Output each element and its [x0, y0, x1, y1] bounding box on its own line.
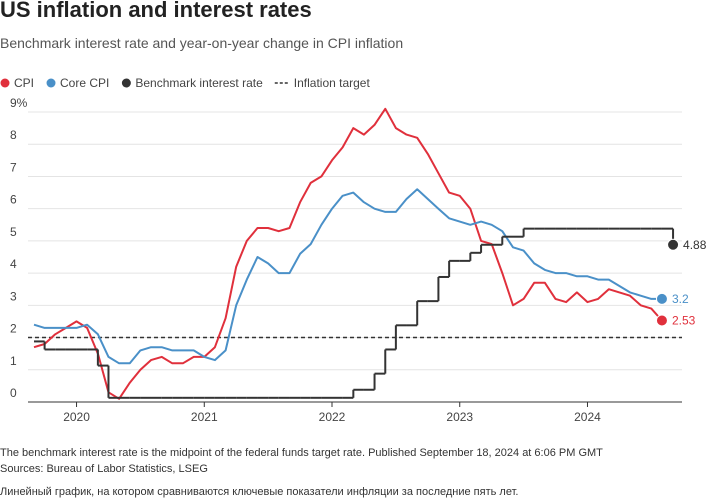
end-marker	[667, 238, 680, 251]
legend-label: Benchmark interest rate	[135, 76, 263, 90]
chart-subtitle: Benchmark interest rate and year-on-year…	[0, 35, 403, 51]
end-label: 4.88	[683, 238, 707, 252]
x-tick-label: 2020	[63, 410, 90, 424]
y-tick-label: 7	[10, 160, 17, 174]
y-tick-label: 9%	[10, 96, 28, 110]
y-tick-label: 0	[10, 386, 17, 400]
footnote: The benchmark interest rate is the midpo…	[0, 447, 603, 459]
end-label: 3.2	[672, 292, 689, 306]
y-tick-label: 1	[10, 354, 17, 368]
series-line	[33, 188, 662, 365]
x-tick-label: 2023	[446, 410, 473, 424]
series-line	[33, 107, 663, 400]
y-tick-label: 2	[10, 322, 17, 336]
x-tick-label: 2021	[191, 410, 218, 424]
caption: Линейный график, на котором сравниваются…	[0, 486, 518, 498]
y-tick-label: 6	[10, 193, 17, 207]
legend-swatch	[121, 78, 131, 88]
y-tick-label: 5	[10, 225, 17, 239]
legend-label: Core CPI	[60, 76, 109, 90]
x-tick-label: 2022	[319, 410, 346, 424]
chart-title: US inflation and interest rates	[0, 0, 312, 22]
legend-label: CPI	[14, 76, 34, 90]
legend-label: Inflation target	[294, 76, 371, 90]
y-tick-label: 8	[10, 128, 17, 142]
x-tick-label: 2024	[574, 410, 601, 424]
y-tick-label: 4	[10, 257, 17, 271]
y-tick-label: 3	[10, 289, 17, 303]
legend-swatch	[46, 78, 56, 88]
end-marker	[655, 292, 668, 305]
legend-swatch	[0, 78, 10, 88]
sources: Sources: Bureau of Labor Statistics, LSE…	[0, 463, 208, 475]
end-label: 2.53	[672, 313, 696, 327]
end-marker	[655, 314, 668, 327]
